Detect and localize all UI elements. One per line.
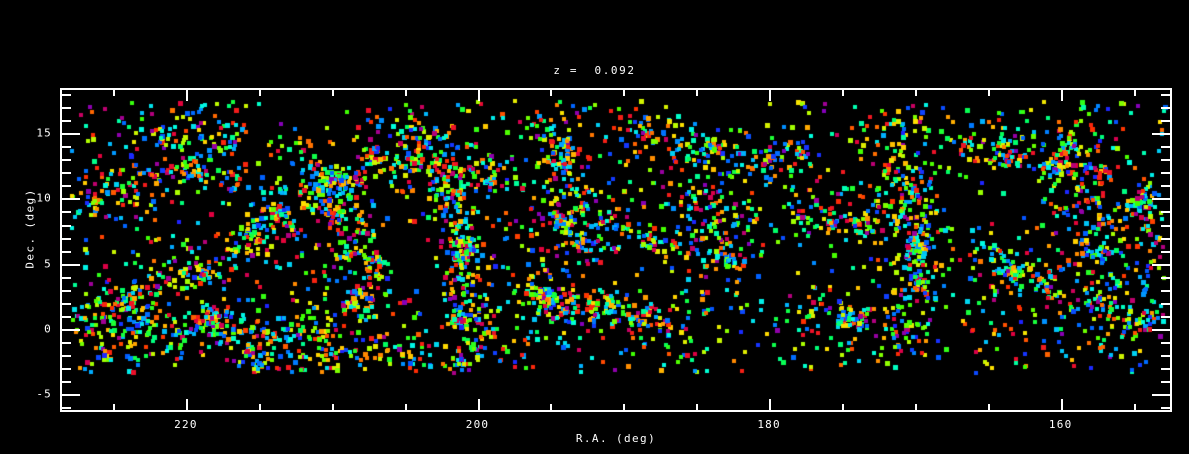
- y-tick-label: 10: [36, 191, 52, 205]
- x-minor-tick: [259, 404, 261, 410]
- y-major-tick: [62, 264, 80, 266]
- y-minor-tick-right: [1161, 185, 1170, 187]
- y-minor-tick: [62, 159, 71, 161]
- y-minor-tick-right: [1161, 290, 1170, 292]
- x-minor-tick: [623, 404, 625, 410]
- x-minor-tick-top: [332, 90, 334, 96]
- x-minor-tick-top: [550, 90, 552, 96]
- y-minor-tick: [62, 251, 71, 253]
- x-minor-tick-top: [259, 90, 261, 96]
- y-minor-tick-right: [1161, 355, 1170, 357]
- y-minor-tick: [62, 225, 71, 227]
- y-minor-tick: [62, 238, 71, 240]
- y-minor-tick-right: [1161, 251, 1170, 253]
- y-major-tick-right: [1152, 394, 1170, 396]
- y-minor-tick-right: [1161, 303, 1170, 305]
- y-minor-tick: [62, 107, 71, 109]
- x-minor-tick-top: [1134, 90, 1136, 96]
- y-tick-label: 0: [44, 322, 52, 336]
- y-minor-tick: [62, 94, 71, 96]
- y-major-tick-right: [1152, 133, 1170, 135]
- x-tick-label: 160: [1048, 418, 1073, 431]
- x-axis-title: R.A. (deg): [575, 432, 657, 445]
- y-minor-tick: [62, 342, 71, 344]
- x-minor-tick: [332, 404, 334, 410]
- x-major-tick: [769, 399, 771, 410]
- x-major-tick: [478, 399, 480, 410]
- y-minor-tick-right: [1161, 368, 1170, 370]
- x-minor-tick: [113, 404, 115, 410]
- x-minor-tick-top: [113, 90, 115, 96]
- y-minor-tick-right: [1161, 107, 1170, 109]
- x-minor-tick-top: [696, 90, 698, 96]
- x-major-tick: [186, 399, 188, 410]
- x-tick-label: 180: [757, 418, 781, 431]
- y-minor-tick-right: [1161, 342, 1170, 344]
- x-tick-label: 200: [465, 418, 490, 431]
- x-major-tick: [1061, 399, 1063, 410]
- x-minor-tick-top: [915, 90, 917, 96]
- data-points-layer: [62, 90, 1170, 410]
- y-minor-tick: [62, 185, 71, 187]
- y-minor-tick-right: [1161, 172, 1170, 174]
- x-minor-tick-top: [988, 90, 990, 96]
- y-minor-tick-right: [1161, 381, 1170, 383]
- y-minor-tick-right: [1161, 159, 1170, 161]
- y-minor-tick: [62, 303, 71, 305]
- x-major-tick-top: [1061, 90, 1063, 101]
- y-major-tick: [62, 133, 80, 135]
- y-minor-tick: [62, 146, 71, 148]
- x-major-tick-top: [478, 90, 480, 101]
- x-minor-tick: [550, 404, 552, 410]
- x-minor-tick-top: [842, 90, 844, 96]
- y-major-tick-right: [1152, 329, 1170, 331]
- x-minor-tick: [405, 404, 407, 410]
- y-tick-label: 5: [44, 257, 52, 271]
- x-minor-tick-top: [623, 90, 625, 96]
- y-axis-title: Dec. (deg): [23, 188, 37, 269]
- y-major-tick: [62, 198, 80, 200]
- y-minor-tick-right: [1161, 316, 1170, 318]
- y-minor-tick: [62, 211, 71, 213]
- x-minor-tick: [696, 404, 698, 410]
- y-minor-tick-right: [1161, 120, 1170, 122]
- x-tick-label: 220: [174, 418, 198, 431]
- y-tick-label: 15: [36, 126, 52, 140]
- x-minor-tick: [842, 404, 844, 410]
- y-minor-tick: [62, 172, 71, 174]
- y-major-tick: [62, 329, 80, 331]
- y-minor-tick: [62, 290, 71, 292]
- y-minor-tick-right: [1161, 146, 1170, 148]
- x-minor-tick: [915, 404, 917, 410]
- x-minor-tick: [1134, 404, 1136, 410]
- y-minor-tick-right: [1161, 277, 1170, 279]
- x-minor-tick-top: [405, 90, 407, 96]
- y-minor-tick: [62, 355, 71, 357]
- y-tick-label: -5: [36, 387, 52, 401]
- y-major-tick-right: [1152, 264, 1170, 266]
- x-minor-tick: [988, 404, 990, 410]
- y-major-tick-right: [1152, 198, 1170, 200]
- y-minor-tick: [62, 316, 71, 318]
- x-major-tick-top: [769, 90, 771, 101]
- y-minor-tick-right: [1161, 407, 1170, 409]
- y-minor-tick: [62, 277, 71, 279]
- y-minor-tick-right: [1161, 94, 1170, 96]
- y-minor-tick: [62, 120, 71, 122]
- y-minor-tick: [62, 381, 71, 383]
- plot-title: z = 0.092: [553, 64, 636, 77]
- y-minor-tick-right: [1161, 238, 1170, 240]
- plot-frame: [60, 88, 1172, 412]
- y-minor-tick: [62, 368, 71, 370]
- scatter-points-canvas: [62, 90, 1170, 410]
- y-minor-tick-right: [1161, 225, 1170, 227]
- y-minor-tick: [62, 407, 71, 409]
- y-major-tick: [62, 394, 80, 396]
- y-minor-tick-right: [1161, 211, 1170, 213]
- x-major-tick-top: [186, 90, 188, 101]
